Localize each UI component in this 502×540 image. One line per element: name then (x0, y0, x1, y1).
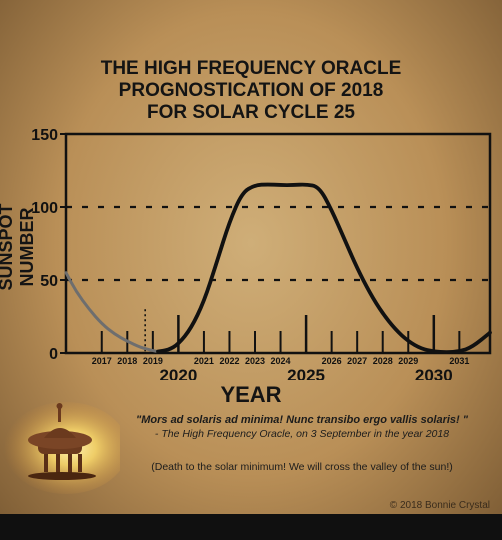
x-minor-label-2019: 2019 (143, 356, 163, 366)
x-major-label-2030: 2030 (415, 366, 453, 380)
chart-title-line-3: FOR SOLAR CYCLE 25 (147, 102, 355, 123)
x-minor-label-2024: 2024 (271, 356, 291, 366)
x-minor-label-2021: 2021 (194, 356, 214, 366)
bottom-bar (0, 514, 502, 540)
x-minor-label-2031: 2031 (449, 356, 469, 366)
x-axis-label: YEAR (220, 382, 282, 407)
x-major-label-2020: 2020 (159, 366, 197, 380)
x-minor-label-2028: 2028 (373, 356, 393, 366)
x-minor-label-2022: 2022 (219, 356, 239, 366)
sun-temple-icon (4, 402, 120, 494)
copyright: © 2018 Bonnie Crystal (389, 500, 490, 511)
quote-latin: "Mors ad solaris ad minima! Nunc transib… (136, 414, 468, 426)
x-minor-label-2018: 2018 (117, 356, 137, 366)
x-minor-label-2027: 2027 (347, 356, 367, 366)
chart-title-line-1: THE HIGH FREQUENCY ORACLE (100, 58, 402, 79)
series-observed-line (64, 271, 160, 353)
x-minor-label-2023: 2023 (245, 356, 265, 366)
y-tick-label-50: 50 (40, 273, 58, 290)
x-minor-label-2026: 2026 (322, 356, 342, 366)
x-major-label-2025: 2025 (287, 366, 325, 380)
y-tick-label-100: 100 (31, 200, 58, 217)
x-minor-label-2029: 2029 (398, 356, 418, 366)
x-minor-label-2017: 2017 (92, 356, 112, 366)
y-tick-label-0: 0 (49, 346, 58, 363)
plot-frame (64, 132, 492, 355)
y-tick-label-150: 150 (31, 127, 58, 144)
series-prediction-line (156, 182, 492, 354)
chart-title-line-2: PROGNOSTICATION OF 2018 (118, 80, 384, 101)
quote-attribution: - The High Frequency Oracle, on 3 Septem… (154, 428, 450, 440)
quote-translation: (Death to the solar minimum! We will cro… (151, 461, 453, 473)
